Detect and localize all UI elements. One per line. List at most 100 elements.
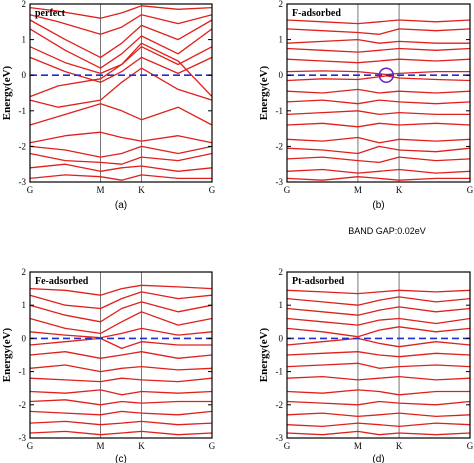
band-line-6 <box>29 56 213 83</box>
band-line-10 <box>286 389 470 396</box>
x-tick-label: G <box>27 441 34 451</box>
panel-title: Fe-adsorbed <box>35 276 89 287</box>
band-line-8 <box>29 364 213 373</box>
y-tick-label: -2 <box>19 400 27 410</box>
band-line-6 <box>286 70 470 76</box>
y-tick-label: 0 <box>22 70 27 80</box>
x-tick-label: K <box>138 185 145 195</box>
band-line-10 <box>29 131 213 144</box>
x-tick-label: G <box>209 185 216 195</box>
band-line-15 <box>286 168 471 174</box>
band-line-12 <box>286 136 471 144</box>
band-line-11 <box>29 399 212 406</box>
band-line-14 <box>29 174 212 181</box>
band-line-10 <box>286 110 470 116</box>
band-line-5 <box>29 46 213 75</box>
band-line-10 <box>29 389 213 396</box>
band-line-13 <box>29 420 213 426</box>
band-line-14 <box>286 430 471 436</box>
y-tick-label: 0 <box>279 70 284 80</box>
band-line-1 <box>29 284 213 296</box>
band-line-9 <box>29 377 213 383</box>
band-line-6 <box>286 337 471 348</box>
panel-caption: (a) <box>115 200 127 211</box>
panel-caption: (b) <box>372 200 384 211</box>
x-tick-label: G <box>27 185 34 195</box>
band-line-11 <box>286 400 471 406</box>
band-line-1 <box>29 5 213 19</box>
band-line-8 <box>286 88 471 94</box>
y-tick-label: -1 <box>276 367 284 377</box>
band-line-2 <box>286 296 471 306</box>
y-tick-label: -3 <box>19 433 27 443</box>
y-tick-label: 0 <box>279 333 284 343</box>
band-line-7 <box>286 351 471 358</box>
band-line-9 <box>29 103 213 126</box>
y-tick-label: 2 <box>22 0 27 9</box>
band-line-4 <box>286 47 471 53</box>
y-tick-label: -1 <box>276 106 284 116</box>
band-line-4 <box>29 28 213 69</box>
y-axis-label: Energy(eV) <box>1 65 13 120</box>
band-line-1 <box>286 19 471 25</box>
y-tick-label: -2 <box>276 141 284 151</box>
x-tick-label: M <box>354 441 362 451</box>
panel-caption: (d) <box>372 454 384 463</box>
y-tick-label: 2 <box>279 267 284 277</box>
band-line-12 <box>29 152 213 165</box>
band-line-8 <box>29 67 213 108</box>
plot-frame <box>29 271 213 439</box>
panel-title: Pt-adsorbed <box>292 276 345 287</box>
band-line-9 <box>286 375 471 381</box>
y-tick-label: -2 <box>19 141 27 151</box>
band-line-7 <box>29 351 213 359</box>
band-line-9 <box>286 99 471 105</box>
band-line-4 <box>286 317 471 326</box>
band-line-4 <box>29 311 213 335</box>
band-line-7 <box>286 75 471 82</box>
band-line-14 <box>29 430 213 436</box>
panel-caption: (c) <box>115 454 127 463</box>
band-line-13 <box>286 145 471 155</box>
panel-title: perfect <box>35 8 66 19</box>
y-axis-label: Energy(eV) <box>258 327 270 382</box>
x-tick-label: M <box>97 441 105 451</box>
plot-frame <box>29 3 213 183</box>
y-tick-label: -1 <box>19 367 27 377</box>
y-tick-label: 2 <box>22 267 27 277</box>
y-tick-label: 1 <box>279 35 284 45</box>
y-tick-label: -3 <box>19 177 27 187</box>
band-line-12 <box>286 412 471 418</box>
band-line-2 <box>29 14 213 35</box>
band-line-6 <box>29 337 212 350</box>
x-tick-label: G <box>467 441 474 451</box>
band-line-13 <box>29 163 213 172</box>
band-line-5 <box>29 327 213 339</box>
y-tick-label: 1 <box>279 300 284 310</box>
band-line-13 <box>286 422 471 428</box>
band-line-3 <box>29 301 213 323</box>
band-line-3 <box>286 38 470 44</box>
band-line-3 <box>29 19 213 59</box>
plot-frame <box>286 271 471 439</box>
y-tick-label: -2 <box>276 400 284 410</box>
band-line-16 <box>286 176 470 181</box>
y-tick-label: -1 <box>19 106 27 116</box>
x-tick-label: G <box>284 441 291 451</box>
x-tick-label: K <box>396 441 403 451</box>
band-line-12 <box>29 410 213 416</box>
band-gap-note: BAND GAP:0.02eV <box>348 226 426 236</box>
band-line-7 <box>29 42 213 98</box>
y-tick-label: 1 <box>22 35 27 45</box>
band-line-2 <box>29 291 213 310</box>
x-tick-label: G <box>467 185 474 195</box>
band-line-5 <box>286 326 471 338</box>
panel-title: F-adsorbed <box>292 8 341 19</box>
band-line-14 <box>286 156 471 164</box>
y-tick-label: 0 <box>22 333 27 343</box>
y-axis-label: Energy(eV) <box>258 65 270 120</box>
band-line-8 <box>286 362 471 369</box>
x-tick-label: M <box>354 185 362 195</box>
band-line-11 <box>29 145 213 158</box>
y-tick-label: 1 <box>22 300 27 310</box>
